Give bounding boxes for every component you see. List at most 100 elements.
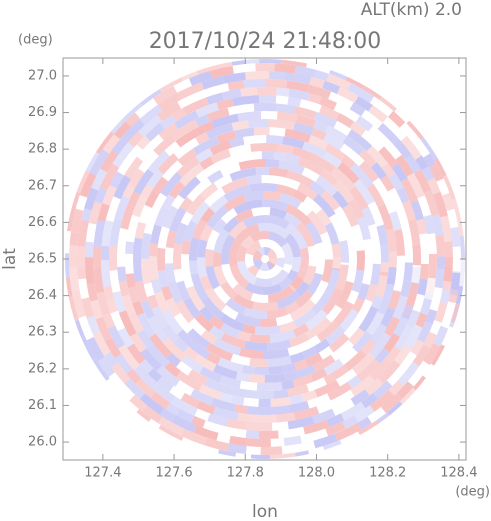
radar-cell: [260, 111, 278, 120]
radar-cell: [383, 332, 401, 353]
radar-cell: [194, 313, 214, 333]
radar-cell: [350, 163, 374, 189]
radar-cell: [233, 293, 254, 310]
radar-cell: [255, 62, 275, 72]
radar-cell: [273, 389, 289, 399]
radar-cell: [264, 246, 271, 256]
radar-cell: [256, 87, 277, 96]
radar-cell: [205, 248, 214, 267]
radar-cell: [250, 293, 269, 304]
radar-cell: [269, 207, 288, 220]
radar-cell: [243, 307, 267, 320]
radar-cell: [196, 400, 216, 415]
radar-cell: [297, 182, 319, 201]
radar-cell: [191, 86, 218, 103]
radar-cell: [97, 357, 115, 378]
radar-cell: [141, 232, 152, 259]
radar-cell: [232, 95, 260, 107]
radar-cell: [212, 218, 227, 234]
radar-cell: [209, 195, 229, 213]
radar-cell: [138, 204, 152, 224]
radar-cell: [84, 257, 95, 285]
radar-cell: [187, 369, 208, 386]
radar-cell: [237, 330, 251, 342]
radar-cell: [264, 373, 286, 383]
radar-cell: [175, 300, 195, 324]
radar-cell: [450, 272, 461, 291]
radar-cell: [289, 351, 306, 364]
radar-cell: [209, 140, 232, 156]
radar-cell: [108, 245, 118, 271]
radar-cell: [357, 416, 372, 430]
radar-cell: [305, 221, 323, 245]
radar-cell: [148, 256, 159, 281]
radar-cell: [276, 184, 296, 197]
radar-cell: [249, 333, 271, 343]
radar-cell: [308, 135, 329, 151]
radar-cell: [243, 397, 259, 407]
radar-cell: [228, 221, 247, 239]
radar-cell: [380, 191, 397, 214]
radar-cell: [220, 162, 241, 177]
radar-cell: [278, 160, 305, 175]
x-tick-label: 127.8: [227, 466, 264, 481]
radar-cell: [267, 339, 292, 351]
radar-cell: [351, 297, 365, 313]
radar-cell: [334, 422, 362, 441]
radar-cell: [284, 301, 300, 315]
radar-cell: [161, 194, 176, 210]
radar-cell: [313, 433, 338, 449]
radar-cell: [202, 420, 228, 435]
radar-cell: [377, 291, 393, 316]
radar-cell: [216, 130, 237, 144]
radar-cell: [263, 190, 282, 201]
radar-cell: [192, 219, 208, 240]
radar-cell: [216, 432, 231, 444]
radar-cell: [111, 362, 131, 384]
radar-cell: [107, 325, 125, 349]
radar-cell: [294, 359, 308, 371]
radar-cell: [349, 121, 367, 137]
radar-cell: [180, 392, 200, 408]
y-tick-label: 26.7: [28, 178, 57, 193]
radar-cell: [242, 364, 256, 375]
radar-cell: [415, 141, 431, 158]
radar-cell: [267, 248, 277, 259]
radar-cell: [182, 271, 194, 289]
radar-cell: [179, 196, 193, 211]
radar-cell: [319, 168, 339, 186]
radar-cell: [138, 114, 162, 138]
radar-cell: [333, 206, 349, 225]
radar-cell: [154, 291, 170, 313]
radar-cell: [102, 313, 116, 329]
radar-cell: [400, 135, 422, 160]
radar-cell: [395, 154, 414, 177]
x-tick-label: 128.2: [369, 466, 406, 481]
radar-cell: [153, 85, 178, 105]
radar-cell: [246, 405, 265, 415]
radar-cell: [150, 391, 171, 410]
radar-cell: [384, 316, 400, 337]
radar-cell: [120, 119, 145, 144]
radar-cell: [421, 166, 435, 182]
radar-cell: [204, 437, 230, 452]
radar-cell: [295, 290, 313, 308]
radar-cell: [238, 158, 266, 171]
radar-cell: [423, 153, 437, 168]
radar-cell: [139, 393, 165, 415]
radar-cell: [187, 328, 211, 350]
radar-cell: [427, 177, 441, 195]
radar-cell: [252, 249, 263, 260]
radar-cell: [459, 235, 465, 260]
radar-cell: [114, 195, 130, 221]
radar-cell: [195, 132, 210, 145]
radar-cell: [333, 102, 360, 123]
radar-cell: [309, 280, 329, 305]
radar-cell: [183, 346, 199, 361]
radar-cell: [297, 201, 313, 216]
radar-cell: [367, 201, 385, 227]
radar-cell: [295, 440, 316, 453]
radar-cell: [88, 201, 102, 225]
radar-cell: [358, 305, 379, 333]
